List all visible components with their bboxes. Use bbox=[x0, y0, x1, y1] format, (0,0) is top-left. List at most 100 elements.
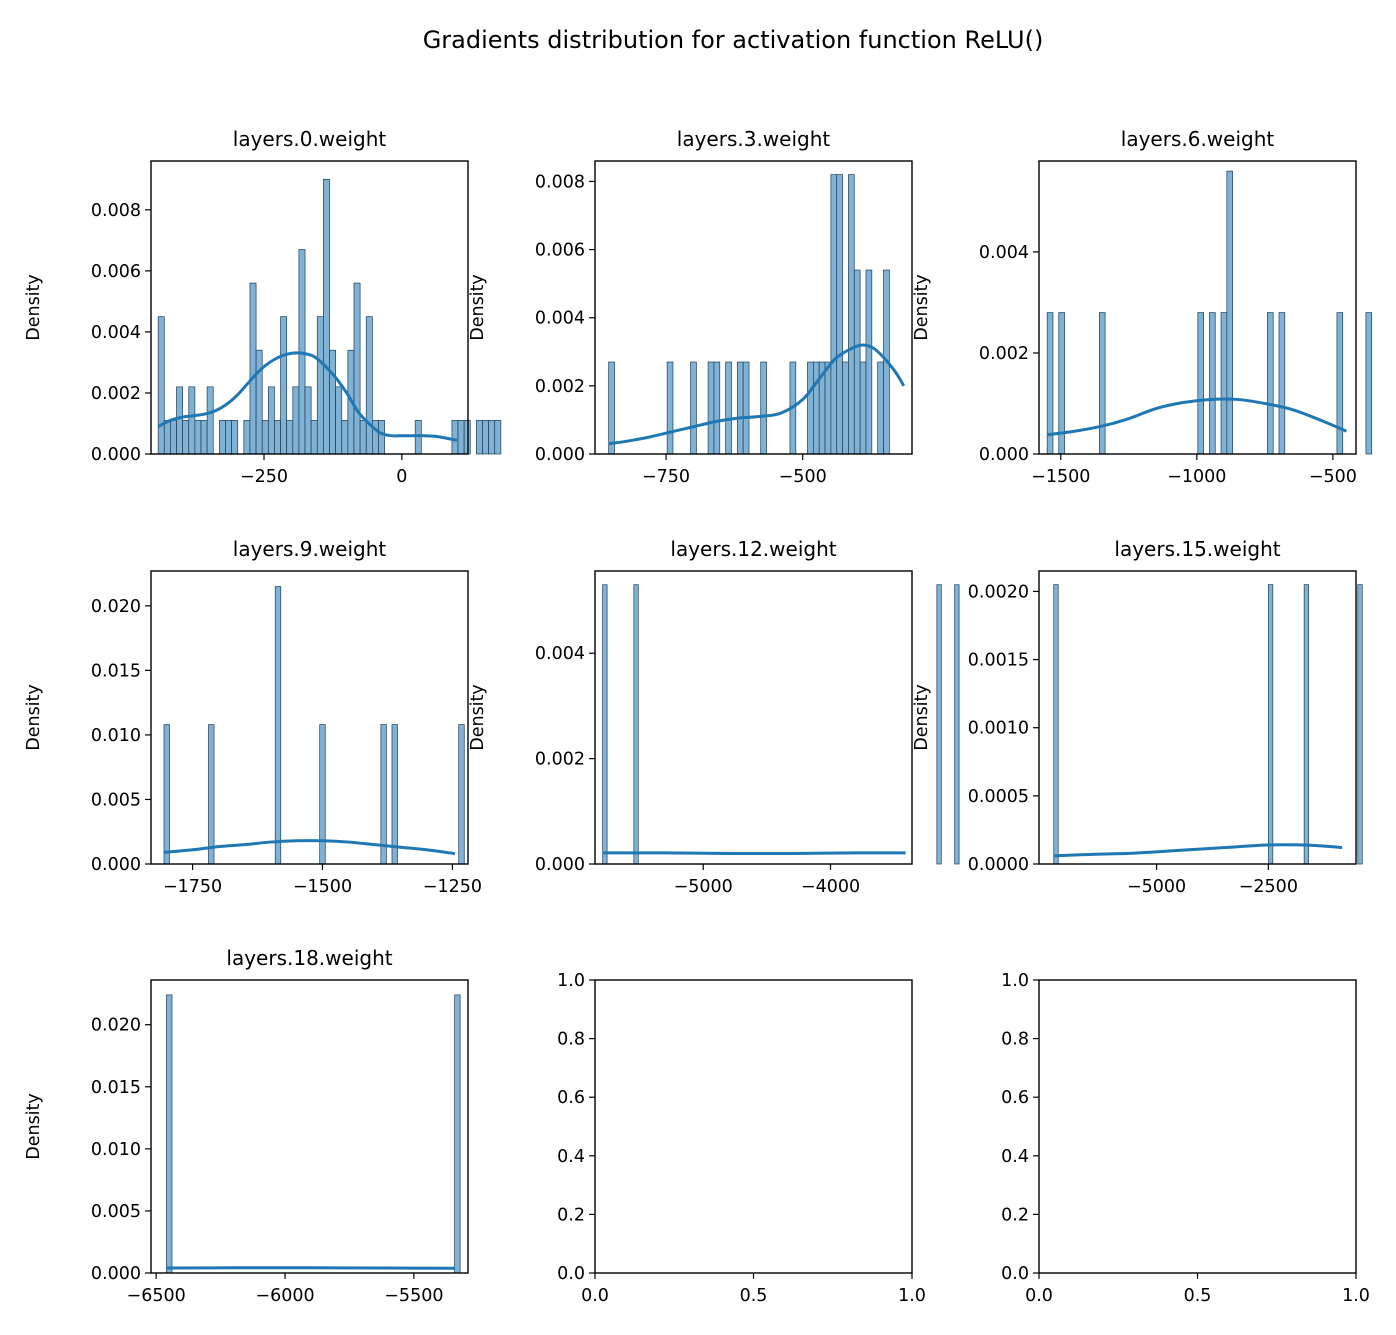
y-tick-label: 0.8 bbox=[557, 1030, 585, 1050]
histogram-bar bbox=[261, 420, 269, 455]
y-tick-label: 0.000 bbox=[535, 445, 585, 465]
y-axis-label: Density bbox=[24, 684, 44, 751]
histogram-bar bbox=[353, 282, 361, 455]
histogram-bar bbox=[877, 361, 884, 455]
y-tick-label: 0.010 bbox=[91, 726, 141, 746]
histogram-bar bbox=[286, 420, 294, 455]
x-tick-label: 0.0 bbox=[1025, 1286, 1053, 1306]
y-tick-label: 0.0 bbox=[1001, 1264, 1029, 1284]
y-tick-label: 0.008 bbox=[535, 172, 585, 192]
x-tick-label: 0.0 bbox=[581, 1286, 609, 1306]
x-tick-label: −6000 bbox=[255, 1286, 314, 1306]
histogram-bar bbox=[378, 420, 385, 455]
y-tick-label: 0.4 bbox=[557, 1147, 585, 1167]
axes-frame bbox=[150, 160, 469, 455]
y-tick-label: 0.8 bbox=[1001, 1030, 1029, 1050]
histogram-bar bbox=[219, 420, 226, 455]
histogram-bar bbox=[859, 361, 867, 455]
kde-curve bbox=[163, 839, 456, 856]
histogram-bars bbox=[166, 994, 461, 1274]
figure-title: Gradients distribution for activation fu… bbox=[423, 26, 1044, 54]
kde-curve bbox=[166, 1266, 456, 1270]
histogram-bar bbox=[725, 361, 732, 455]
histogram-bar bbox=[824, 361, 832, 455]
histogram-bar bbox=[1053, 584, 1059, 865]
kde-curve bbox=[1053, 843, 1343, 858]
histogram-bars bbox=[602, 584, 960, 865]
histogram-bars bbox=[157, 178, 502, 455]
histogram-bar bbox=[760, 361, 767, 455]
x-tick-label: −4000 bbox=[801, 877, 860, 897]
histogram-bar bbox=[1357, 584, 1363, 865]
histogram-bar bbox=[457, 420, 465, 455]
histogram-bars bbox=[608, 174, 890, 455]
histogram-bar bbox=[188, 386, 196, 455]
histogram-bar bbox=[1197, 312, 1204, 455]
y-axis-label: Density bbox=[912, 684, 932, 751]
histogram-bar bbox=[329, 349, 336, 455]
histogram-bar bbox=[807, 361, 814, 455]
x-tick-label: −5000 bbox=[674, 877, 733, 897]
histogram-bars bbox=[163, 586, 465, 865]
subplot-6: −5000 −2500 0.0000 0.0005 0.0010 0.0015 0.0020… bbox=[912, 537, 1363, 897]
histogram-bar bbox=[341, 420, 349, 455]
axes-frame bbox=[1038, 979, 1357, 1274]
histogram-bar bbox=[865, 269, 873, 455]
y-tick-label: 0.004 bbox=[979, 243, 1029, 263]
axes-frame bbox=[150, 570, 469, 865]
y-tick-label: 0.005 bbox=[91, 1202, 141, 1222]
histogram-bar bbox=[666, 361, 674, 455]
y-tick-label: 0.010 bbox=[91, 1140, 141, 1160]
subplot-title: layers.18.weight bbox=[226, 946, 392, 970]
subplot-3: −1500 −1000 −500 0.000 0.002 0.004 layers.6.we… bbox=[912, 127, 1373, 487]
y-tick-label: 0.0 bbox=[557, 1264, 585, 1284]
histogram-bar bbox=[372, 420, 379, 455]
y-axis-label: Density bbox=[468, 274, 488, 341]
y-tick-label: 0.015 bbox=[91, 661, 141, 681]
x-tick-label: −1750 bbox=[163, 877, 222, 897]
histogram-bar bbox=[380, 724, 387, 865]
histogram-bar bbox=[170, 420, 177, 455]
subplot-2: −750 −500 0.000 0.002 0.004 0.006 0.008 layers.… bbox=[468, 127, 913, 487]
x-tick-label: −2500 bbox=[1239, 877, 1298, 897]
y-tick-label: 0.000 bbox=[91, 1264, 141, 1284]
histogram-bar bbox=[225, 420, 232, 455]
y-axis-label: Density bbox=[468, 684, 488, 751]
histogram-bar bbox=[274, 586, 282, 865]
y-tick-label: 0.000 bbox=[91, 855, 141, 875]
histogram-bar bbox=[736, 361, 744, 455]
y-tick-label: 0.006 bbox=[91, 262, 141, 282]
subplot-title: layers.9.weight bbox=[233, 537, 387, 561]
histogram-bar bbox=[454, 994, 461, 1274]
axes-frame bbox=[594, 979, 913, 1274]
histogram-bar bbox=[274, 420, 281, 455]
x-tick-label: −5000 bbox=[1127, 877, 1186, 897]
histogram-bar bbox=[848, 174, 855, 455]
subplot-title: layers.12.weight bbox=[670, 537, 836, 561]
y-tick-label: 0.002 bbox=[535, 750, 585, 770]
histogram-bar bbox=[267, 386, 275, 455]
y-tick-label: 0.4 bbox=[1001, 1147, 1029, 1167]
x-tick-label: −500 bbox=[1309, 467, 1357, 487]
subplot-8: 0.0 0.5 1.0 0.0 0.2 0.4 0.6 0.8 1.0 bbox=[557, 971, 926, 1306]
histogram-bar bbox=[414, 420, 422, 455]
histogram-bar bbox=[243, 420, 251, 455]
histogram-bar bbox=[458, 724, 465, 865]
x-tick-label: −1500 bbox=[293, 877, 352, 897]
histogram-bar bbox=[463, 420, 471, 455]
histogram-bar bbox=[608, 361, 615, 455]
y-tick-label: 0.002 bbox=[91, 384, 141, 404]
histogram-bar bbox=[812, 361, 820, 455]
histogram-bar bbox=[316, 316, 324, 455]
y-tick-label: 0.020 bbox=[91, 597, 141, 617]
histogram-bar bbox=[176, 386, 183, 455]
y-tick-label: 0.006 bbox=[535, 241, 585, 261]
y-axis-label: Density bbox=[24, 1093, 44, 1160]
histogram-bar bbox=[1303, 584, 1309, 865]
y-tick-label: 0.004 bbox=[535, 644, 585, 664]
histogram-bars bbox=[1053, 584, 1363, 865]
subplot-title: layers.0.weight bbox=[233, 127, 387, 151]
kde-curve bbox=[1046, 397, 1348, 437]
histogram-bar bbox=[255, 349, 263, 455]
x-tick-label: −1000 bbox=[1167, 467, 1226, 487]
